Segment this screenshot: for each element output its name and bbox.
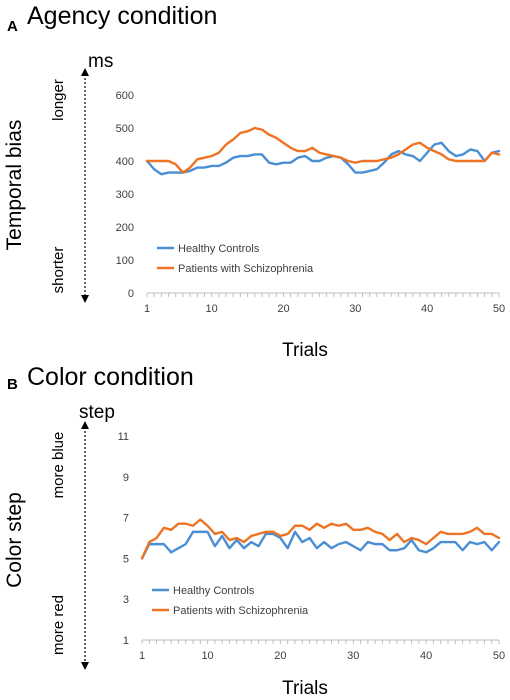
x-tick-label: 10 — [206, 303, 218, 315]
legend-entry: Patients with Schizophrenia — [178, 263, 314, 275]
y-tick-label: 600 — [116, 90, 134, 102]
y-tick-label: 0 — [128, 288, 134, 300]
y-tick-label: 400 — [116, 156, 134, 168]
y-tick-label: 3 — [123, 594, 129, 606]
y-tick-label: 1 — [123, 635, 129, 647]
panel-title-color: Color condition — [27, 363, 194, 391]
legend-entry: Healthy Controls — [178, 243, 260, 255]
direction-arrow-agency — [81, 68, 89, 303]
x-tick-label: 30 — [349, 303, 361, 315]
series-line-healthy-controls — [140, 530, 501, 560]
x-tick-label: 10 — [201, 650, 213, 662]
x-tick-label: 1 — [144, 303, 150, 315]
x-tick-label: 1 — [139, 650, 145, 662]
panel-color: B Color condition step Color step more b… — [3, 363, 505, 699]
direction-bottom-agency: shorter — [50, 247, 67, 294]
plot-area-agency: 0 100 200 300 400 500 600 1 10 20 30 40 50 Healthy Co… — [116, 90, 505, 315]
y-tick-label: 300 — [116, 189, 134, 201]
x-tick-label: 20 — [277, 303, 289, 315]
x-tick-label: 40 — [420, 650, 432, 662]
unit-label-agency: ms — [88, 51, 113, 72]
direction-bottom-color: more red — [50, 595, 67, 655]
x-tick-label: 30 — [347, 650, 359, 662]
panel-title-agency: Agency condition — [27, 2, 217, 30]
x-tick-label: 50 — [493, 303, 505, 315]
unit-label-color: step — [79, 402, 115, 423]
x-axis-label-color: Trials — [282, 678, 328, 699]
y-tick-label: 9 — [123, 472, 129, 484]
x-tick-label: 40 — [421, 303, 433, 315]
direction-top-color: more blue — [50, 432, 67, 499]
y-tick-label: 5 — [123, 553, 129, 565]
y-tick-label: 200 — [116, 222, 134, 234]
y-axis-label-color: Color step — [3, 492, 26, 588]
panel-agency: A Agency condition ms Temporal bias long… — [3, 2, 505, 361]
y-tick-label: 500 — [116, 123, 134, 135]
x-axis-label-agency: Trials — [282, 340, 328, 361]
y-tick-label: 100 — [116, 255, 134, 267]
series-line-healthy-controls — [145, 141, 501, 176]
x-tick-label: 50 — [493, 650, 505, 662]
y-tick-label: 11 — [118, 431, 129, 443]
panel-letter-a: A — [7, 18, 18, 35]
direction-arrow-color — [81, 421, 89, 670]
series-line-patients-schizophrenia — [145, 126, 501, 174]
y-axis-label-agency: Temporal bias — [3, 120, 26, 251]
direction-top-agency: longer — [50, 79, 67, 121]
legend-entry: Patients with Schizophrenia — [173, 605, 309, 617]
y-tick-label: 7 — [123, 513, 129, 525]
x-tick-label: 20 — [274, 650, 286, 662]
legend-entry: Healthy Controls — [173, 585, 255, 597]
series-line-patients-schizophrenia — [140, 518, 501, 560]
panel-letter-b: B — [7, 376, 18, 393]
